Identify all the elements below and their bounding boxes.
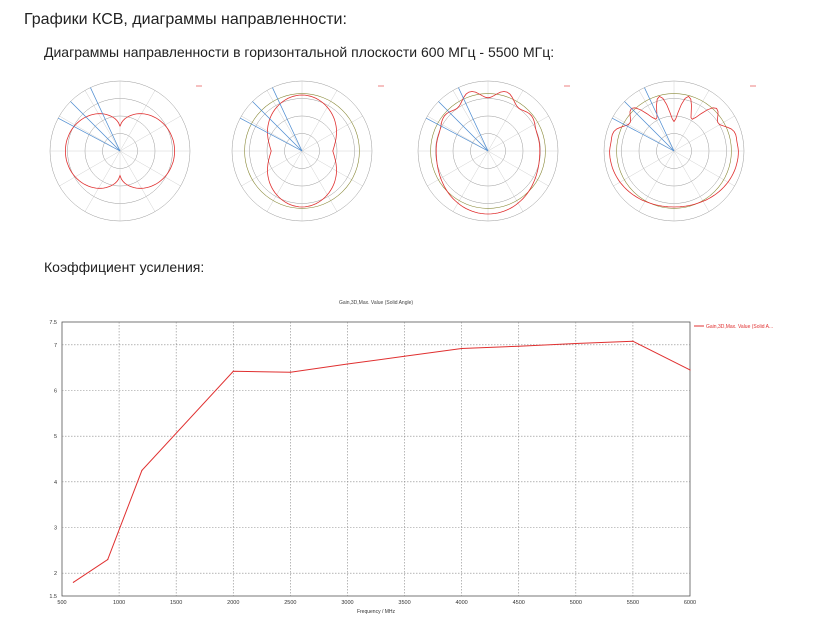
polar-beam-marker xyxy=(58,117,121,152)
polar-spoke xyxy=(241,115,303,152)
gain-section-title: Коэффициент усиления: xyxy=(44,259,205,275)
polar-spoke xyxy=(119,150,181,187)
polar-diagrams xyxy=(49,80,756,222)
data-point xyxy=(232,370,234,372)
polar-spoke xyxy=(241,150,303,187)
polar-spoke xyxy=(84,150,121,212)
y-tick-label: 4 xyxy=(54,480,57,486)
y-tick-label: 2 xyxy=(54,571,57,577)
polar-beam-marker xyxy=(70,101,121,152)
polar-spoke xyxy=(613,115,675,152)
polar-beam-marker xyxy=(240,117,303,152)
polar-beam-marker xyxy=(624,101,675,152)
polar-spoke xyxy=(427,150,489,187)
polar-spoke xyxy=(613,150,675,187)
polar-spoke xyxy=(119,115,181,152)
polar-panel-4 xyxy=(603,80,756,222)
polar-spoke xyxy=(673,90,710,152)
polar-beam-marker xyxy=(90,87,121,152)
legend-label: Gain,3D,Max. Value (Solid A... xyxy=(706,324,773,330)
data-point xyxy=(141,469,143,472)
polar-spoke xyxy=(673,150,710,212)
x-tick-label: 2500 xyxy=(284,600,296,606)
polar-pattern xyxy=(64,113,176,189)
x-tick-label: 500 xyxy=(57,600,66,606)
polar-spoke xyxy=(638,90,675,152)
y-tick-label: 3 xyxy=(54,526,57,532)
y-tick-label: 7 xyxy=(54,343,57,349)
gain-chart: Gain,3D,Max. Value (Solid Angle) 500 1000 1… xyxy=(49,300,773,615)
polar-spoke xyxy=(487,150,549,187)
x-tick-label: 2000 xyxy=(227,600,239,606)
polar-pattern xyxy=(609,95,739,208)
data-point xyxy=(518,345,520,347)
y-tick-label: 7.5 xyxy=(49,320,57,326)
polar-spoke xyxy=(427,115,489,152)
polar-spoke xyxy=(452,150,489,212)
polar-panel-2 xyxy=(231,80,384,222)
polar-spoke xyxy=(119,150,156,212)
series-line xyxy=(73,340,691,583)
polar-beam-marker xyxy=(426,117,489,152)
polar-beam-marker xyxy=(644,87,675,152)
polar-spoke xyxy=(301,90,338,152)
x-tick-label: 1500 xyxy=(170,600,182,606)
chart-title: Gain,3D,Max. Value (Solid Angle) xyxy=(339,300,413,306)
data-point xyxy=(632,340,634,342)
x-tick-label: 3500 xyxy=(398,600,410,606)
x-tick-label: 5500 xyxy=(627,600,639,606)
polar-spoke xyxy=(301,150,363,187)
polar-panel-3 xyxy=(417,80,570,222)
polar-pattern xyxy=(435,91,541,215)
polar-beam-marker xyxy=(438,101,489,152)
y-tick-label: 6 xyxy=(54,389,57,395)
x-tick-label: 3000 xyxy=(341,600,353,606)
polar-spoke xyxy=(301,150,338,212)
polar-reference-ring xyxy=(616,93,732,209)
polar-reference-ring xyxy=(430,93,546,209)
polar-spoke xyxy=(266,90,303,152)
polar-section-title: Диаграммы направленности в горизонтально… xyxy=(44,44,555,60)
polar-spoke xyxy=(487,90,524,152)
polar-beam-marker xyxy=(272,87,303,152)
polar-spoke xyxy=(487,115,549,152)
x-tick-label: 6000 xyxy=(684,600,696,606)
y-tick-label: 5 xyxy=(54,434,57,440)
polar-spoke xyxy=(673,150,735,187)
polar-beam-marker xyxy=(458,87,489,152)
data-point xyxy=(689,369,691,371)
y-tick-label: 1.5 xyxy=(49,594,57,600)
x-tick-label: 1000 xyxy=(113,600,125,606)
x-tick-label: 4000 xyxy=(456,600,468,606)
polar-spoke xyxy=(59,115,121,152)
data-point xyxy=(289,371,291,373)
data-point xyxy=(575,342,577,345)
data-point xyxy=(403,355,406,357)
data-point xyxy=(72,581,75,583)
data-point xyxy=(346,363,349,365)
polar-spoke xyxy=(487,150,524,212)
polar-panel-1 xyxy=(49,80,202,222)
x-axis-label: Frequency / MHz xyxy=(357,609,396,615)
plot-frame xyxy=(61,321,691,597)
polar-reference-ring xyxy=(244,93,360,209)
polar-spoke xyxy=(452,90,489,152)
polar-spoke xyxy=(638,150,675,212)
polar-spoke xyxy=(119,90,156,152)
polar-spoke xyxy=(84,90,121,152)
polar-beam-marker xyxy=(252,101,303,152)
polar-pattern xyxy=(267,94,337,208)
polar-spoke xyxy=(673,115,735,152)
x-tick-label: 4500 xyxy=(513,600,525,606)
data-point xyxy=(461,347,463,350)
x-tick-label: 5000 xyxy=(570,600,582,606)
page-title: Графики КСВ, диаграммы направленности: xyxy=(24,11,347,28)
data-point xyxy=(107,558,109,561)
polar-spoke xyxy=(301,115,363,152)
polar-beam-marker xyxy=(612,117,675,152)
polar-spoke xyxy=(59,150,121,187)
polar-spoke xyxy=(266,150,303,212)
